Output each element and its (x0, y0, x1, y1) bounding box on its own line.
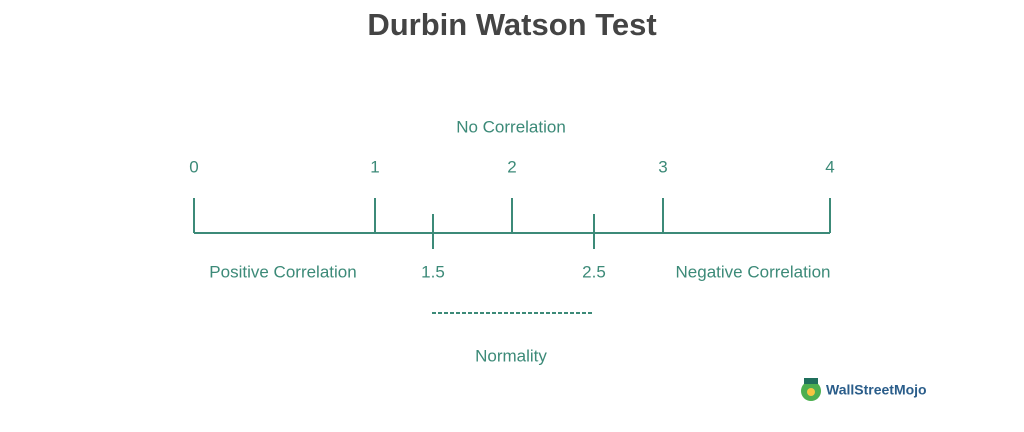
tick-label: 3 (658, 157, 667, 176)
range-label: Normality (475, 346, 547, 365)
tick-label: 4 (825, 157, 834, 176)
logo-text: WallStreetMojo (826, 382, 927, 398)
title: Durbin Watson Test (367, 7, 656, 42)
tick-label: 2 (507, 157, 516, 176)
logo-icon-coin (807, 388, 815, 396)
tick-label: 1 (370, 157, 379, 176)
region-label: Positive Correlation (209, 262, 356, 281)
logo-icon-hat (804, 378, 818, 384)
minor-label: 2.5 (582, 262, 606, 281)
minor-label: 1.5 (421, 262, 445, 281)
logo: WallStreetMojo (801, 378, 927, 401)
top-label: No Correlation (456, 117, 566, 136)
region-label: Negative Correlation (676, 262, 831, 281)
tick-label: 0 (189, 157, 198, 176)
